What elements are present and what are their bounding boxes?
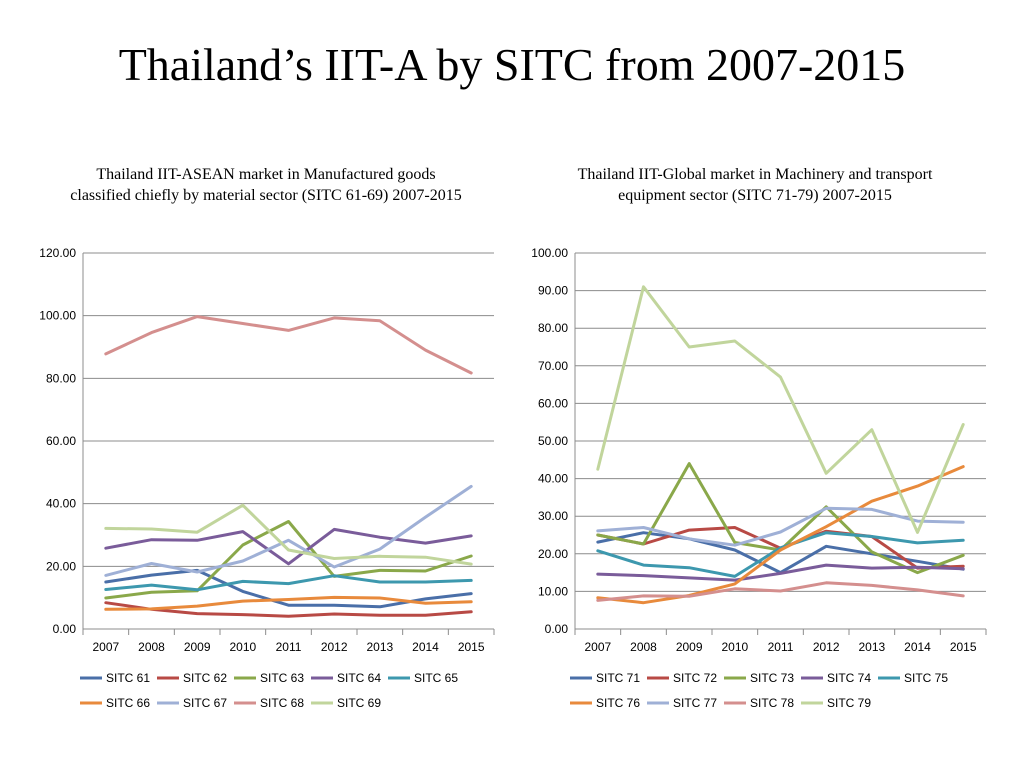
- y-tick-label: 20.00: [46, 559, 76, 573]
- x-tick-label: 2007: [92, 640, 119, 654]
- x-tick-label: 2009: [676, 640, 703, 654]
- legend-label: SITC 71: [596, 671, 640, 685]
- y-tick-label: 70.00: [538, 359, 568, 373]
- series-line-sitc-62: [104, 601, 473, 618]
- x-tick-label: 2007: [584, 640, 611, 654]
- y-tick-label: 0.00: [53, 622, 77, 636]
- legend-label: SITC 75: [904, 671, 948, 685]
- series-line-sitc-75: [596, 531, 965, 578]
- legend-label: SITC 79: [827, 696, 871, 710]
- series-line-sitc-66: [104, 595, 473, 611]
- y-tick-label: 30.00: [538, 509, 568, 523]
- x-tick-label: 2010: [229, 640, 256, 654]
- legend-label: SITC 65: [414, 671, 458, 685]
- legend-label: SITC 77: [673, 696, 717, 710]
- y-tick-label: 10.00: [538, 584, 568, 598]
- series-line-sitc-67: [104, 484, 473, 577]
- legend-label: SITC 62: [183, 671, 227, 685]
- slide-title: Thailand’s IIT-A by SITC from 2007-2015: [118, 39, 906, 90]
- x-tick-label: 2013: [366, 640, 393, 654]
- series-line-sitc-64: [104, 527, 473, 566]
- x-tick-label: 2008: [630, 640, 657, 654]
- y-tick-label: 100.00: [531, 246, 568, 260]
- y-tick-label: 60.00: [538, 396, 568, 410]
- legend-label: SITC 61: [106, 671, 150, 685]
- legend-label: SITC 72: [673, 671, 717, 685]
- legend-label: SITC 78: [750, 696, 794, 710]
- x-tick-label: 2015: [950, 640, 977, 654]
- series-line-sitc-79: [596, 285, 965, 534]
- series-line-sitc-77: [596, 506, 965, 547]
- legend-label: SITC 67: [183, 696, 227, 710]
- series-line-sitc-76: [596, 465, 965, 605]
- y-tick-label: 20.00: [538, 547, 568, 561]
- legend-label: SITC 69: [337, 696, 381, 710]
- x-tick-label: 2008: [138, 640, 165, 654]
- y-tick-label: 40.00: [46, 497, 76, 511]
- legend-label: SITC 76: [596, 696, 640, 710]
- y-tick-label: 80.00: [46, 371, 76, 385]
- y-tick-label: 120.00: [39, 246, 76, 260]
- legend-label: SITC 66: [106, 696, 150, 710]
- series-line-sitc-63: [104, 520, 473, 600]
- x-tick-label: 2014: [412, 640, 439, 654]
- chart-title-global: Thailand IIT-Global market in Machinery …: [577, 166, 933, 204]
- x-tick-label: 2014: [904, 640, 931, 654]
- series-line-sitc-68: [104, 315, 473, 375]
- chart-title-asean: Thailand IIT-ASEAN market in Manufacture…: [70, 166, 462, 204]
- y-tick-label: 50.00: [538, 434, 568, 448]
- y-tick-label: 60.00: [46, 434, 76, 448]
- x-tick-label: 2015: [458, 640, 485, 654]
- legend-label: SITC 68: [260, 696, 304, 710]
- x-tick-label: 2010: [721, 640, 748, 654]
- legend-label: SITC 73: [750, 671, 794, 685]
- x-tick-label: 2009: [184, 640, 211, 654]
- series-line-sitc-65: [104, 574, 473, 592]
- x-tick-label: 2011: [768, 640, 794, 654]
- y-tick-label: 0.00: [545, 622, 569, 636]
- series-line-sitc-78: [596, 581, 965, 602]
- legend-label: SITC 63: [260, 671, 304, 685]
- y-tick-label: 80.00: [538, 321, 568, 335]
- y-tick-label: 100.00: [39, 309, 76, 323]
- x-tick-label: 2013: [858, 640, 885, 654]
- y-tick-label: 90.00: [538, 284, 568, 298]
- series-line-sitc-69: [104, 503, 473, 566]
- y-tick-label: 40.00: [538, 472, 568, 486]
- x-tick-label: 2012: [321, 640, 348, 654]
- x-tick-label: 2011: [276, 640, 302, 654]
- series-line-sitc-74: [596, 563, 965, 582]
- legend-label: SITC 74: [827, 671, 871, 685]
- legend-label: SITC 64: [337, 671, 381, 685]
- x-tick-label: 2012: [813, 640, 840, 654]
- line-chart-asean: 0.00 20.00 40.00 60.00 80.00 100.00 120.00 2007…: [39, 246, 495, 710]
